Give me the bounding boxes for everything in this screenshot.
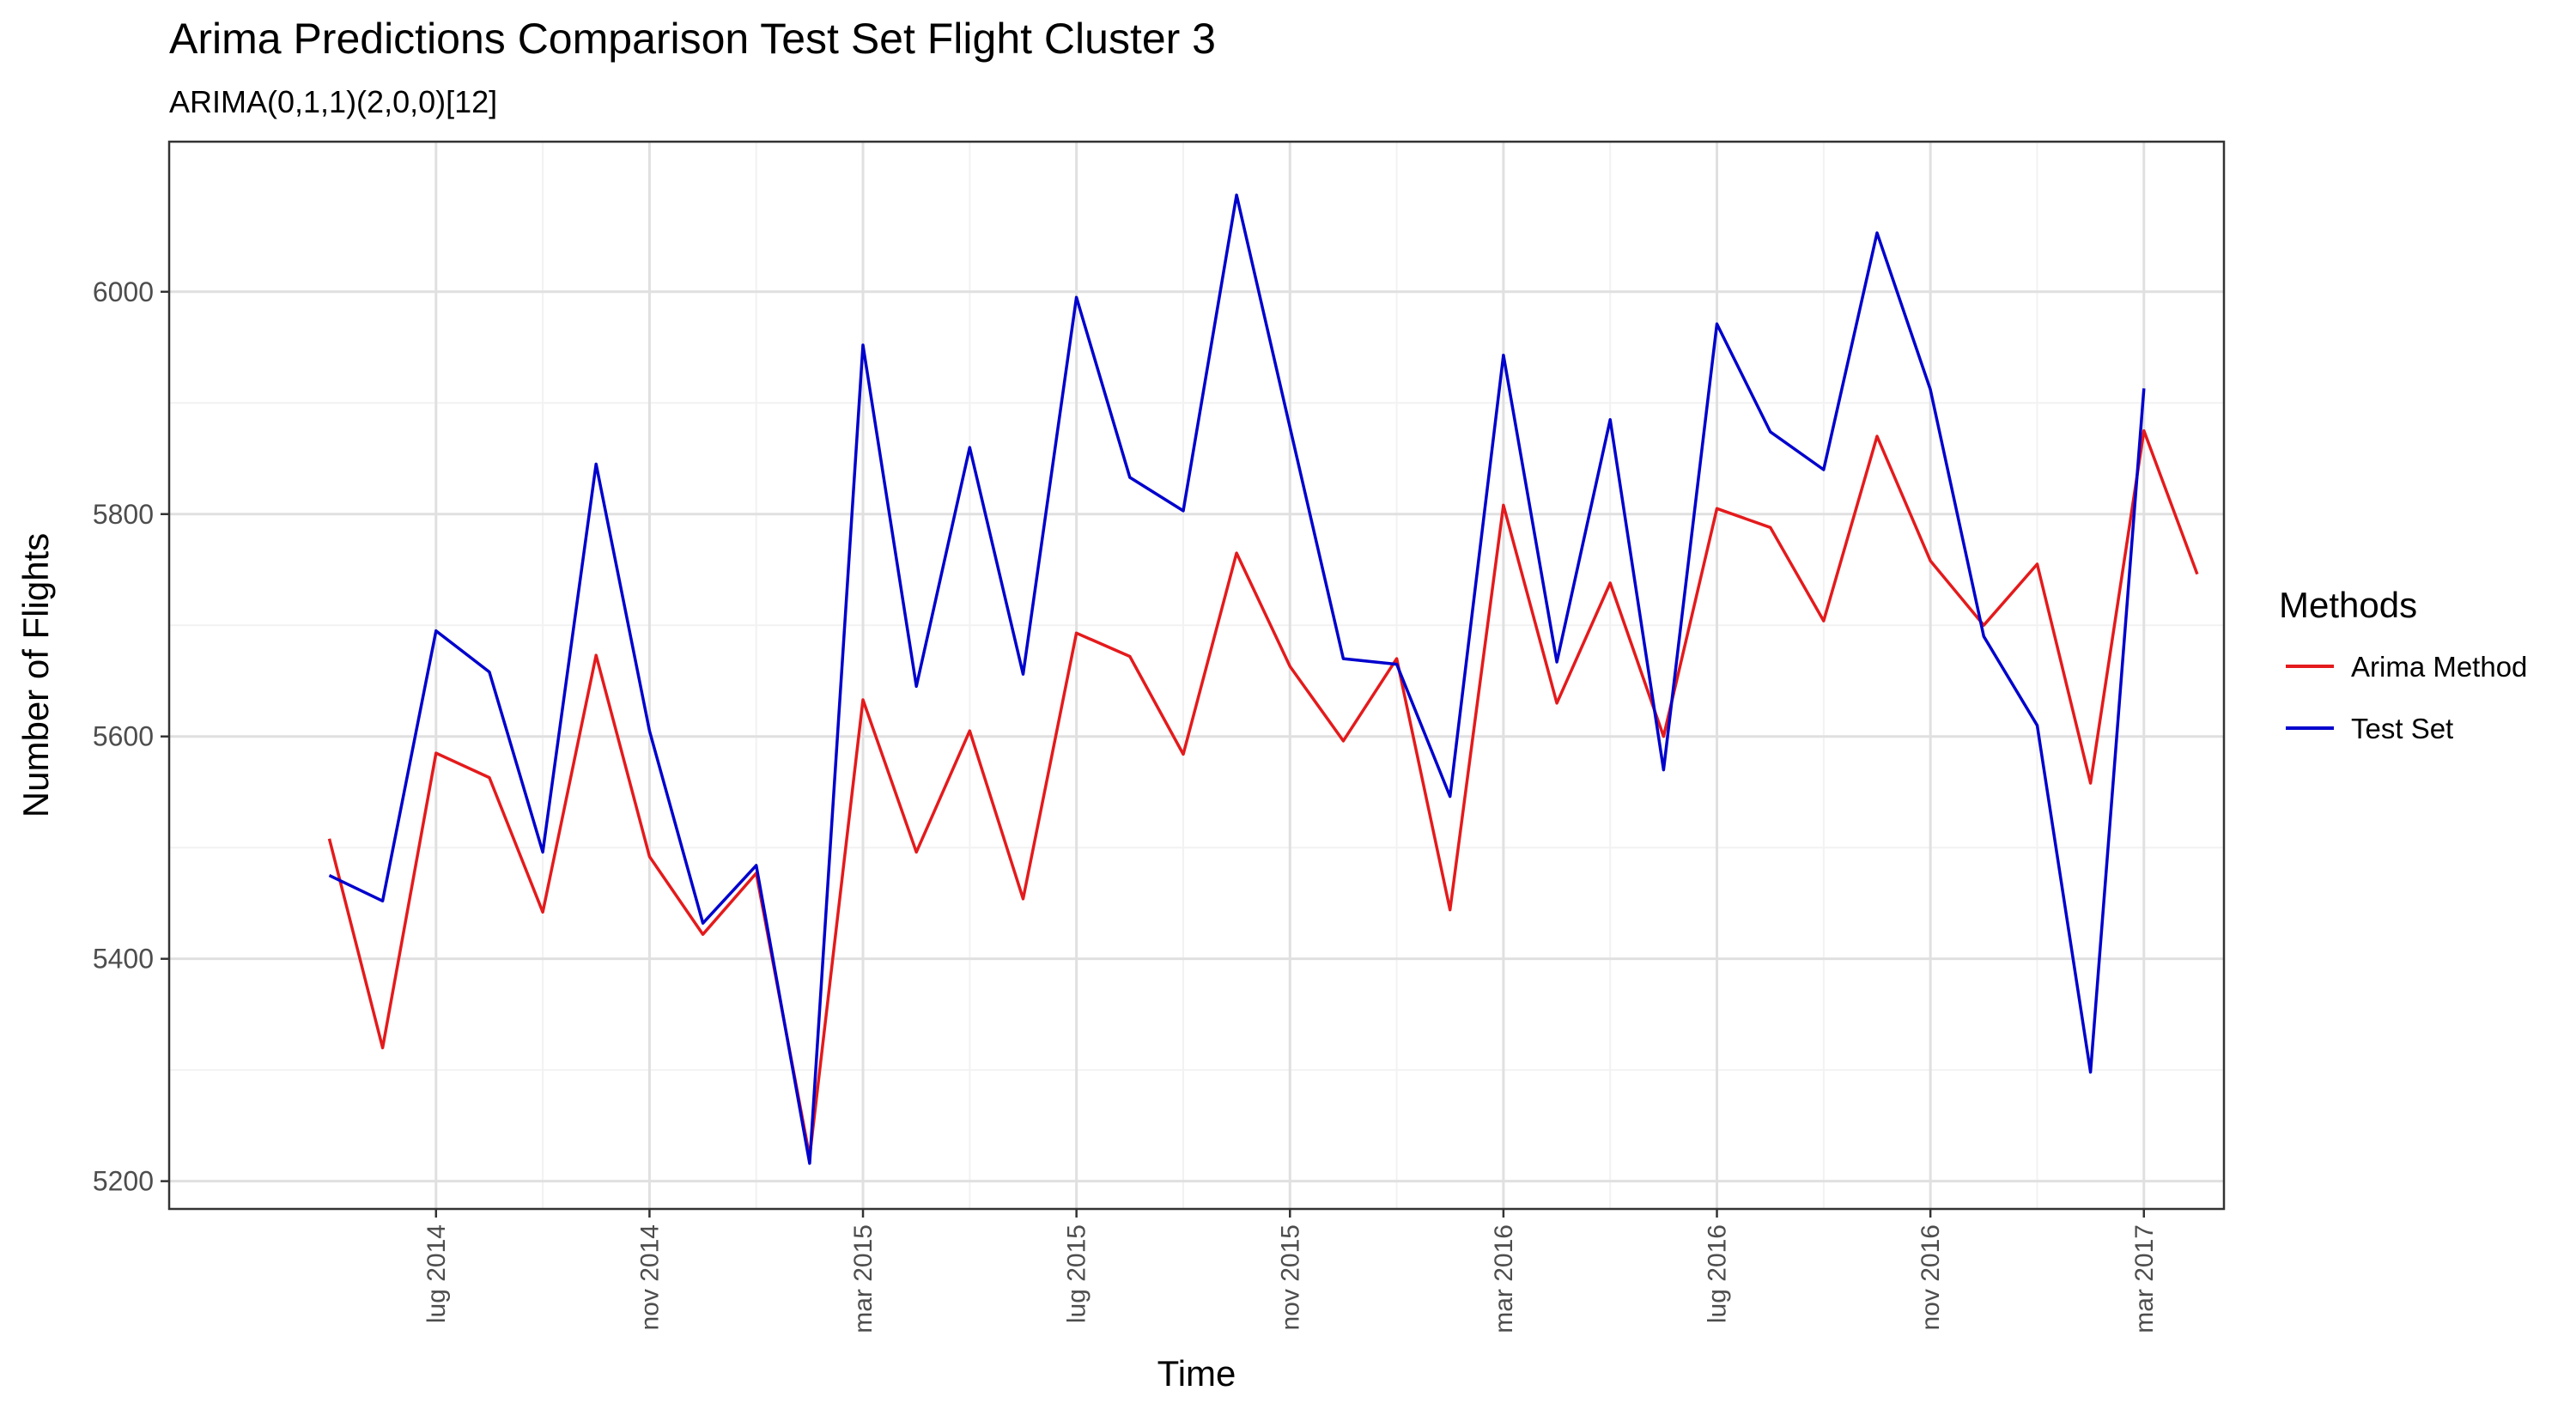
x-tick-label: nov 2016 <box>1917 1224 1945 1330</box>
legend-label-arima-method: Arima Method <box>2351 651 2527 683</box>
grid-major <box>169 142 2224 1209</box>
series-line-test-set <box>328 193 2146 1165</box>
plot-panel <box>169 142 2224 1209</box>
y-tick-label: 5200 <box>93 1166 154 1197</box>
x-tick-label: lug 2015 <box>1063 1224 1091 1323</box>
x-tick-label: mar 2016 <box>1490 1224 1518 1333</box>
plot-border <box>167 140 2226 1211</box>
x-axis: lug 2014 nov 2014 mar 2015 lug 2015 nov 2015… <box>422 1209 2159 1333</box>
y-tick-label: 5600 <box>93 721 154 752</box>
x-tick-label: mar 2015 <box>849 1224 878 1333</box>
y-tick-label: 5400 <box>93 944 154 975</box>
y-axis: 5200 5400 5600 5800 6000 <box>93 276 169 1197</box>
x-tick-label: lug 2014 <box>422 1224 451 1323</box>
x-tick-label: mar 2017 <box>2130 1224 2159 1333</box>
chart-subtitle: ARIMA(0,1,1)(2,0,0)[12] <box>169 84 497 119</box>
grid-minor <box>169 142 2224 1209</box>
x-tick-label: lug 2016 <box>1704 1224 1732 1323</box>
series-layer <box>327 193 2199 1165</box>
chart-title: Arima Predictions Comparison Test Set Fl… <box>169 15 1216 63</box>
legend: Methods Arima Method Test Set <box>2279 585 2527 744</box>
y-tick-label: 6000 <box>93 276 154 307</box>
x-tick-label: nov 2015 <box>1276 1224 1304 1330</box>
x-axis-title: Time <box>1157 1353 1236 1394</box>
y-tick-label: 5800 <box>93 499 154 530</box>
series-line-arima-method <box>327 428 2199 1158</box>
legend-label-test-set: Test Set <box>2351 713 2453 744</box>
x-tick-label: nov 2014 <box>635 1224 664 1330</box>
legend-title: Methods <box>2279 585 2417 625</box>
y-axis-title: Number of Flights <box>15 533 56 817</box>
